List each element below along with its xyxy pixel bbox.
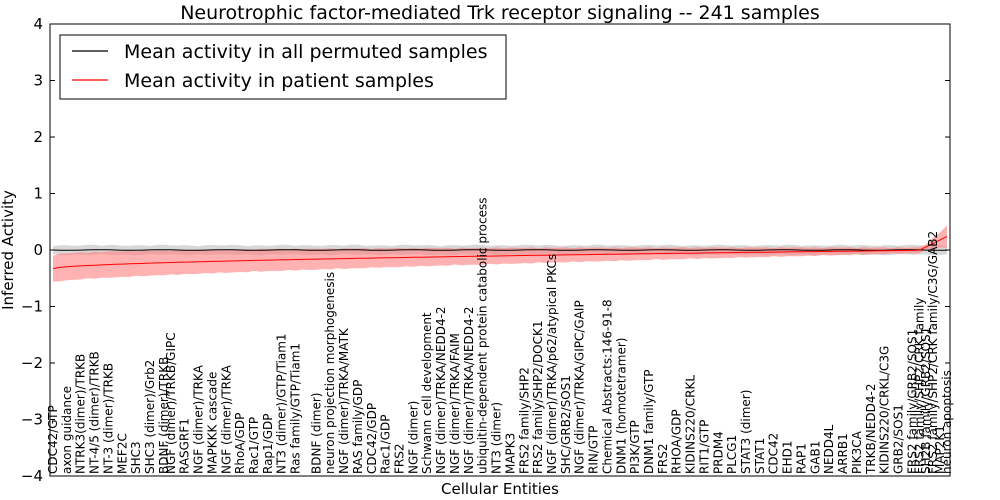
- x-tick-label: NGF (dimer)/TRKA: [192, 364, 206, 474]
- x-tick-label: STAT3 (dimer): [739, 390, 753, 474]
- x-tick-label: Rap1/GDP: [261, 414, 275, 475]
- x-tick-label: KIDINS220/CRKL: [684, 375, 698, 474]
- x-tick-label: GAB1: [808, 441, 822, 474]
- x-tick-label: CDC42/GDP: [365, 403, 379, 474]
- x-tick-label: FRS2 family/SHP2/CRK family: [912, 298, 926, 474]
- x-axis-label: Cellular Entities: [441, 480, 559, 498]
- x-tick-label: Rac1/GDP: [379, 415, 393, 474]
- x-tick-label: RhoA/GDP: [233, 413, 247, 474]
- legend-label-permuted: Mean activity in all permuted samples: [124, 41, 487, 63]
- x-tick-label: NT3 (dimer)/GTP/Tiam1: [275, 333, 289, 474]
- x-tick-label: CDC42: [767, 433, 781, 474]
- x-tick-label: RHOA/GDP: [670, 409, 684, 474]
- x-tick-label: PIK3CA: [850, 430, 864, 474]
- chart-title: Neurotrophic factor-mediated Trk recepto…: [180, 2, 820, 24]
- x-tick-label: ARRB1: [836, 433, 850, 474]
- x-tick-label: SHC3 (dimer)/Grb2: [143, 360, 157, 474]
- permuted-mean-line: [52, 249, 948, 251]
- x-tick-label: KIDINS220/CRKL/C3G: [878, 346, 892, 474]
- legend-label-patient: Mean activity in patient samples: [124, 70, 434, 92]
- x-tick-label: NGF (dimer)/TRKA/GIPC/GAIP: [573, 300, 587, 474]
- x-tick-label: NGF (dimer)/TRKA/NEDD4-2: [434, 306, 448, 474]
- x-tick-label: DNM1 (homotetramer): [614, 338, 628, 474]
- confidence-bands: [53, 225, 947, 282]
- x-tick-label: NGF (dimer)/TRKA/MATK: [337, 327, 351, 474]
- y-tick-label: −4: [21, 467, 43, 485]
- x-tick-labels: CDC42/GTP axon guidance NTRK3(dimer)/TRKB N…: [46, 198, 954, 475]
- x-tick-label: FRS2: [393, 444, 407, 475]
- y-tick-label: −3: [21, 411, 43, 429]
- x-tick-label: FRS2 family/SHP2/DOCK1: [531, 320, 545, 474]
- x-tick-label: BDNF (dimer): [309, 393, 323, 475]
- x-tick-label: MAP2K1: [933, 425, 947, 474]
- legend-box: [59, 34, 507, 100]
- patient-mean-line: [52, 235, 948, 270]
- x-tick-label: DNM1 family/GTP: [642, 369, 656, 474]
- legend: Mean activity in all permuted samples Me…: [59, 34, 507, 100]
- x-tick-label: PI3K/GTP: [628, 420, 642, 474]
- x-tick-label: ubiquitin-dependent protein catabolic pr…: [476, 198, 490, 474]
- series-lines: [52, 235, 948, 270]
- x-tick-label: RIT1/GTP: [697, 420, 711, 474]
- y-tick-label: 2: [33, 128, 43, 146]
- x-tick-label: Ras family/GTP/Tiam1: [289, 343, 303, 474]
- y-tick-label: 1: [33, 185, 43, 203]
- x-tick-label: RIN/GTP: [587, 426, 601, 474]
- x-tick-label: NT-4/5 (dimer)/TRKB: [88, 351, 102, 474]
- x-tick-label: SHC3: [129, 441, 143, 474]
- x-tick-label: neuron projection morphogenesis: [323, 272, 337, 474]
- x-tick-label: RASGRF1: [178, 418, 192, 474]
- x-tick-label: EHD1: [781, 441, 795, 474]
- x-tick-label: SH2B family/GRB2/SOS1: [919, 327, 933, 474]
- plot-frame: [49, 23, 951, 477]
- x-tick-label: GRB2/SOS1: [892, 404, 906, 474]
- x-tick-label: PLCG1: [725, 435, 739, 474]
- x-tick-label: NGF (dimer)/TRKA: [219, 364, 233, 474]
- x-tick-label: FRS2 family/SHP2/CRK family/C3G/GAB2: [926, 231, 940, 474]
- x-tick-label: NT-3 (dimer)/TRKB: [101, 363, 115, 474]
- x-tick-label: NGF (dimer)/TRKA/p62/atypical PKCs: [545, 254, 559, 474]
- x-tick-label: NGF (dimer)/TRKA/NEDD4-2: [462, 306, 476, 474]
- y-tick-label: −1: [21, 298, 43, 316]
- x-tick-label: MEF2C: [115, 433, 129, 474]
- x-tick-label: MAPKKK cascade: [205, 372, 219, 474]
- x-tick-label: NEDD4L: [822, 424, 836, 474]
- x-tick-label: Chemical Abstracts:146-91-8: [600, 299, 614, 474]
- x-tick-label: NTRK3(dimer)/TRKB: [74, 354, 88, 474]
- x-tick-label: neuron apoptosis: [940, 370, 954, 474]
- x-tick-label: FRS2 family/SHP2: [517, 367, 531, 474]
- y-tick-label: 4: [33, 15, 43, 33]
- x-tick-label: FRS2 family/GRB2/SOS1: [905, 329, 919, 474]
- x-tick-label: BDNF (dimer)/TRKB: [157, 357, 171, 474]
- x-tick-label: STAT1: [753, 438, 767, 474]
- x-tick-label: TRKB/NEDD4-2: [864, 384, 878, 475]
- x-tick-label: NGF (dimer)/TRKA/FAIM: [448, 333, 462, 474]
- y-tick-label: 0: [33, 241, 43, 259]
- x-tick-label: Rac1/GTP: [247, 417, 261, 474]
- x-tick-label: Schwann cell development: [420, 312, 434, 474]
- x-tick-label: MAPK3: [503, 433, 517, 474]
- x-tick-label: NT3 (dimer): [490, 402, 504, 474]
- x-tick-label: PRDM4: [711, 431, 725, 474]
- x-tick-label: NGF (dimer)/TRKB/GIPC: [164, 332, 178, 474]
- x-tick-label: RAS family/GDP: [351, 380, 365, 474]
- x-tick-label: NGF (dimer): [406, 401, 420, 474]
- x-tick-label: FRS2: [656, 444, 670, 475]
- y-tick-label: −2: [21, 354, 43, 372]
- x-tick-label: RAP1: [795, 443, 809, 474]
- plot-area: CDC42/GTP axon guidance NTRK3(dimer)/TRKB N…: [21, 15, 954, 485]
- y-axis-label: Inferred Activity: [0, 190, 17, 310]
- x-tick-label: CDC42/GTP: [46, 405, 60, 474]
- x-tick-label: axon guidance: [60, 386, 74, 474]
- x-tick-label: SHC/GRB2/SOS1: [559, 375, 573, 474]
- patient-band: [53, 225, 947, 282]
- y-tick-label: 3: [33, 72, 43, 90]
